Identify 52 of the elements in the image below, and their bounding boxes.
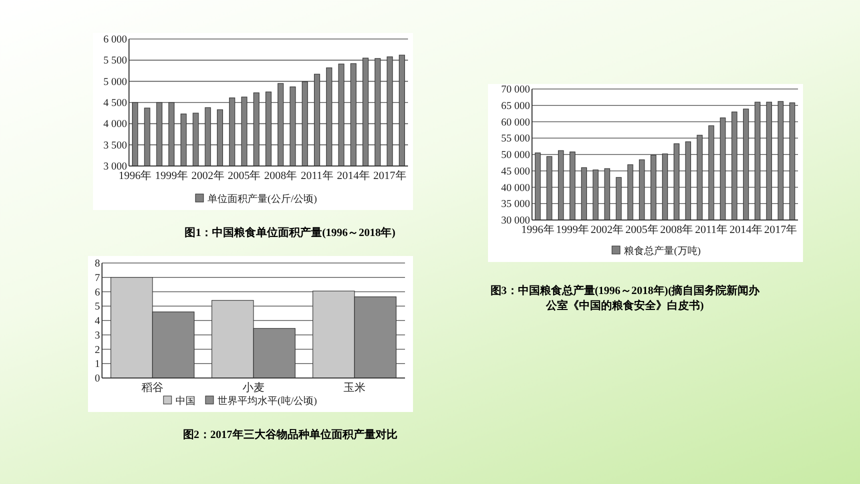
x-tick-label: 小麦	[242, 381, 264, 394]
y-tick-label: 3 500	[103, 140, 127, 152]
y-tick-label: 65 000	[501, 100, 530, 112]
x-tick-label: 2014年	[729, 224, 762, 236]
y-tick-label: 6 000	[103, 34, 127, 46]
x-tick-label: 2008年	[264, 170, 298, 182]
x-tick-label: 2008年	[660, 224, 694, 236]
x-tick-label: 2005年	[625, 224, 658, 236]
y-tick-label: 8	[94, 258, 100, 270]
y-tick-label: 55 000	[501, 134, 530, 145]
y-tick-label: 45 000	[501, 166, 530, 178]
y-tick-label: 30 000	[501, 216, 530, 226]
y-tick-label: 6	[94, 287, 100, 298]
y-tick-label: 60 000	[501, 117, 530, 128]
y-tick-label: 7	[94, 272, 100, 284]
y-tick-label: 50 000	[501, 150, 530, 161]
caption: 图3：中国粮食总产量(1996～2018年)(摘自国务院新闻办公室《中国的粮食安全》白皮书)	[490, 284, 760, 314]
y-tick-label: 70 000	[501, 84, 530, 96]
x-tick-label: 2014年	[336, 170, 370, 182]
y-tick-label: 40 000	[501, 182, 530, 194]
y-tick-label: 5 000	[103, 76, 127, 88]
legend: 粮食总产量(万吨)	[612, 246, 701, 257]
y-tick-label: 3 000	[103, 162, 127, 172]
x-tick-label: 2002年	[590, 224, 624, 236]
y-tick-label: 5 500	[103, 56, 127, 67]
x-tick-label: 2017年	[764, 224, 798, 236]
legend: 单位面积产量(公斤/公顷)	[195, 194, 317, 205]
x-tick-label: 稻谷	[142, 382, 164, 394]
x-tick-label: 2017年	[373, 170, 406, 182]
x-tick-label: 2002年	[191, 170, 224, 182]
x-tick-label: 2011年	[300, 170, 334, 182]
caption: 图1：中国粮食单位面积产量(1996～2018年)	[184, 226, 396, 241]
x-tick-label: 1999年	[556, 224, 589, 236]
y-tick-label: 3	[94, 330, 100, 342]
y-tick-label: 2	[94, 344, 100, 356]
x-tick-label: 2005年	[228, 170, 261, 182]
legend-label: 粮食总产量(万吨)	[624, 245, 701, 257]
y-tick-label: 35 000	[501, 199, 530, 210]
y-tick-label: 4 500	[103, 98, 127, 109]
x-tick-label: 1999年	[154, 170, 188, 182]
x-tick-label: 1996年	[521, 224, 554, 236]
y-tick-label: 0	[94, 374, 100, 384]
y-tick-label: 1	[94, 359, 100, 370]
x-tick-label: 2011年	[694, 224, 728, 236]
y-tick-label: 5	[94, 302, 100, 313]
x-tick-label: 1996年	[118, 170, 152, 182]
y-tick-label: 4 000	[103, 119, 127, 130]
y-tick-label: 4	[94, 316, 101, 327]
caption: 图2：2017年三大谷物品种单位面积产量对比	[182, 428, 398, 443]
legend-label: 世界平均水平(吨/公顷)	[218, 395, 317, 407]
legend-label: 中国	[176, 395, 196, 407]
x-tick-label: 玉米	[344, 381, 366, 394]
